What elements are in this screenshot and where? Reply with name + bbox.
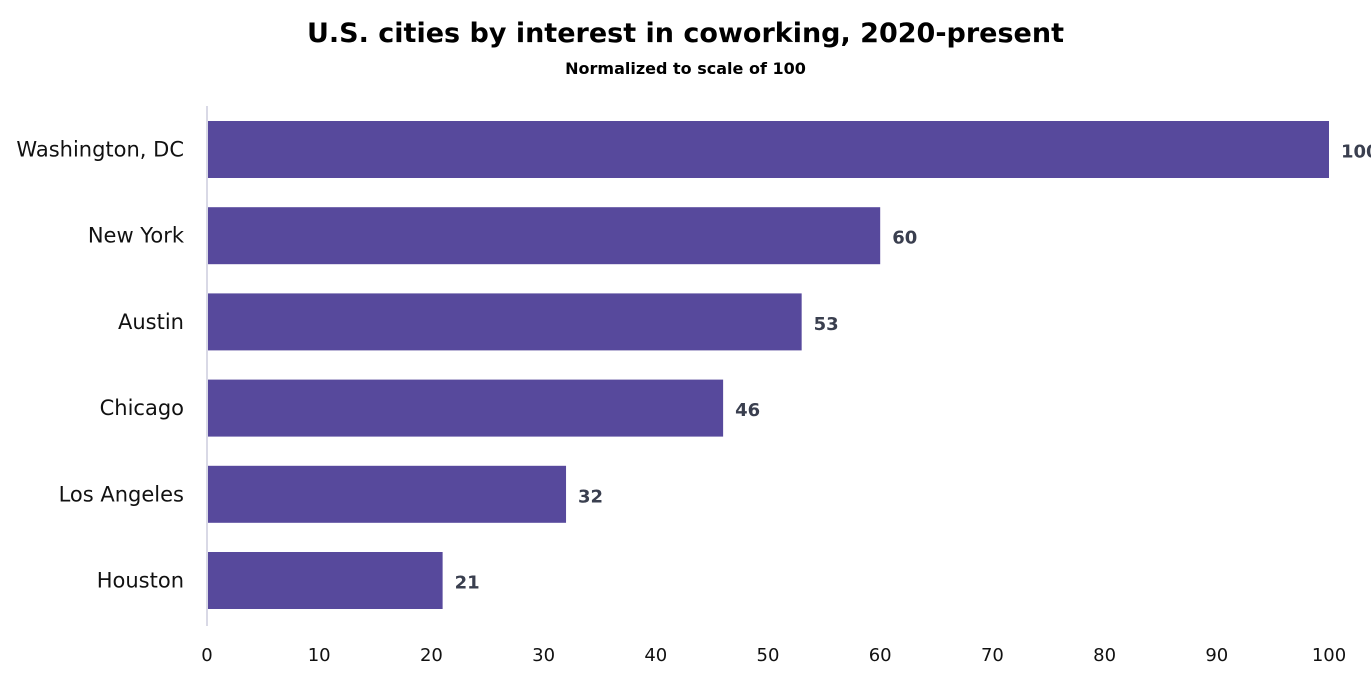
category-label: Washington, DC: [16, 138, 184, 162]
x-tick-label: 60: [869, 645, 892, 666]
bar: [207, 465, 567, 523]
value-label: 60: [892, 228, 917, 249]
category-label: Austin: [118, 310, 184, 334]
bar: [207, 293, 802, 351]
x-tick-label: 20: [420, 645, 443, 666]
x-tick-label: 10: [308, 645, 331, 666]
category-label: New York: [88, 224, 185, 248]
x-tick-label: 40: [644, 645, 667, 666]
x-tick-label: 50: [757, 645, 780, 666]
chart-subtitle: Normalized to scale of 100: [565, 59, 806, 78]
category-label: Los Angeles: [59, 482, 184, 506]
value-label: 21: [455, 573, 480, 594]
value-label: 53: [814, 314, 839, 335]
value-label: 32: [578, 486, 603, 507]
x-tick-label: 30: [532, 645, 555, 666]
x-tick-label: 70: [981, 645, 1004, 666]
bar: [207, 121, 1329, 178]
bar: [207, 552, 443, 609]
bar: [207, 207, 881, 265]
category-label: Chicago: [100, 396, 184, 420]
value-label: 100: [1341, 142, 1371, 163]
value-label: 46: [735, 400, 760, 421]
chart-title: U.S. cities by interest in coworking, 20…: [307, 18, 1064, 49]
category-label: Houston: [97, 569, 184, 593]
x-tick-label: 90: [1205, 645, 1228, 666]
x-tick-label: 80: [1093, 645, 1116, 666]
x-tick-label: 100: [1312, 645, 1346, 666]
bar: [207, 379, 724, 437]
x-tick-label: 0: [201, 645, 212, 666]
